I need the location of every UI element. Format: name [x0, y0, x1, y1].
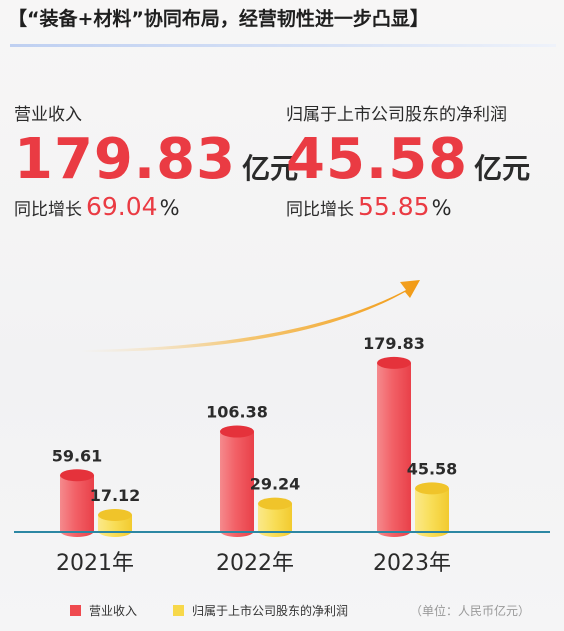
bar-0-2 — [377, 356, 411, 537]
data-label-0-1: 106.38 — [206, 403, 268, 422]
kpi-net-profit-yoy-unit: % — [431, 196, 452, 220]
data-label-1-0: 17.12 — [90, 486, 141, 505]
kpi-revenue-yoy-unit: % — [159, 196, 180, 220]
legend-swatch-revenue — [70, 605, 81, 616]
data-label-1-1: 29.24 — [250, 475, 301, 494]
kpi-revenue-yoy-value: 69.04 — [86, 192, 158, 221]
kpi-net-profit-unit: 亿元 — [474, 152, 531, 185]
kpi-net-profit-label: 归属于上市公司股东的净利润 — [286, 105, 507, 125]
bar-1-1 — [258, 497, 292, 537]
kpi-net-profit-value: 45.58 — [286, 127, 469, 192]
kpi-revenue: 营业收入 179.83 亿元 同比增长 69.04% — [14, 100, 298, 221]
kpi-net-profit: 归属于上市公司股东的净利润 45.58 亿元 同比增长 55.85% — [286, 100, 530, 221]
kpi-revenue-label: 营业收入 — [14, 105, 82, 125]
bar-0-1 — [220, 425, 254, 537]
kpi-revenue-value: 179.83 — [14, 127, 237, 192]
kpi-net-profit-yoy-label: 同比增长 — [286, 200, 354, 220]
data-label-1-2: 45.58 — [407, 459, 458, 478]
legend-label-net-profit: 归属于上市公司股东的净利润 — [192, 604, 349, 618]
trend-arrow — [80, 280, 420, 352]
title-divider — [10, 44, 556, 47]
legend-swatch-net-profit — [173, 605, 185, 616]
bar-1-2 — [415, 482, 449, 537]
unit-note: （单位：人民币亿元） — [410, 604, 531, 618]
trend-arrow-shape — [80, 280, 420, 352]
legend: 营业收入 归属于上市公司股东的净利润 — [70, 602, 348, 619]
data-label-0-2: 179.83 — [363, 334, 425, 353]
data-label-0-0: 59.61 — [52, 446, 103, 465]
kpi-revenue-unit: 亿元 — [242, 152, 299, 185]
page-title: 【“装备+材料”协同布局，经营韧性进一步凸显】 — [8, 8, 429, 30]
x-tick-label-0: 2021年 — [56, 551, 134, 576]
kpi-net-profit-yoy-value: 55.85 — [358, 192, 430, 221]
labels: 59.61 106.38 179.83 17.12 29.24 45.58 2021年 202… — [52, 334, 458, 576]
kpi-revenue-yoy-label: 同比增长 — [14, 200, 82, 220]
bar-chart: 59.61 106.38 179.83 17.12 29.24 45.58 2021年 202… — [14, 280, 550, 576]
x-tick-label-1: 2022年 — [216, 551, 294, 576]
x-tick-label-2: 2023年 — [373, 551, 451, 576]
legend-label-revenue: 营业收入 — [89, 604, 138, 618]
bars — [60, 356, 449, 537]
